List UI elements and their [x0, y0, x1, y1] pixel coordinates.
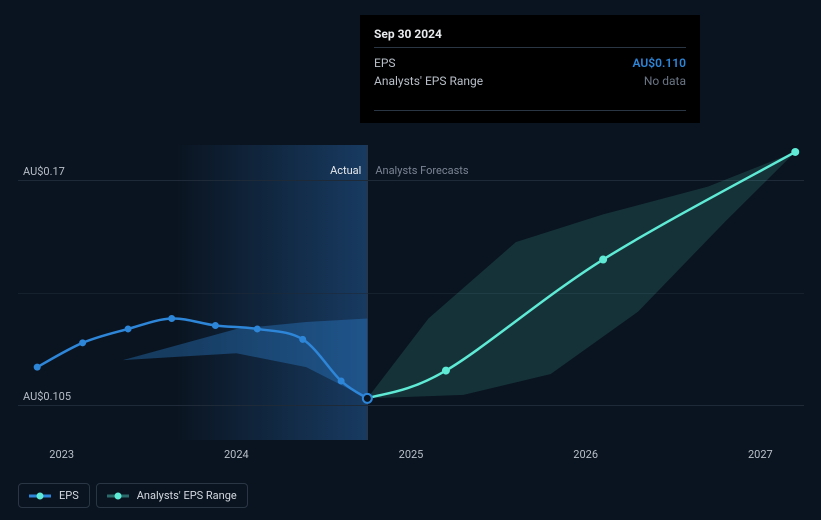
eps-actual-point[interactable] [212, 322, 219, 329]
eps-forecast-point[interactable] [599, 256, 607, 264]
legend-item-label: Analysts' EPS Range [137, 489, 237, 502]
x-tick-label: 2026 [573, 448, 598, 461]
legend-item[interactable]: Analysts' EPS Range [96, 483, 248, 508]
x-axis: 2023 2024 2025 2026 2027 [18, 448, 804, 468]
legend-swatch-icon [107, 491, 129, 501]
tooltip-row-value: No data [644, 74, 686, 88]
tooltip-row-label: EPS [374, 56, 396, 70]
x-tick-label: 2025 [399, 448, 424, 461]
x-tick-label: 2024 [224, 448, 249, 461]
tooltip-rows: EPS AU$0.110 Analysts' EPS Range No data [374, 54, 686, 90]
legend-item[interactable]: EPS [18, 483, 90, 508]
highlight-point[interactable] [363, 394, 372, 403]
legend-item-label: EPS [59, 489, 79, 502]
tooltip-row-value: AU$0.110 [633, 56, 686, 70]
eps-forecast-point[interactable] [791, 148, 799, 156]
x-tick-label: 2023 [49, 448, 74, 461]
tooltip-divider [374, 110, 686, 111]
eps-actual-point[interactable] [299, 336, 306, 343]
eps-actual-point[interactable] [125, 325, 132, 332]
legend-swatch-icon [29, 491, 51, 501]
eps-actual-point[interactable] [168, 315, 175, 322]
tooltip-title: Sep 30 2024 [374, 27, 686, 48]
tooltip: Sep 30 2024 EPS AU$0.110 Analysts' EPS Ran… [360, 15, 700, 123]
x-tick-label: 2027 [748, 448, 773, 461]
eps-actual-point[interactable] [34, 364, 41, 371]
legend: EPS Analysts' EPS Range [18, 483, 248, 508]
eps-actual-point[interactable] [254, 325, 261, 332]
tooltip-row-label: Analysts' EPS Range [374, 74, 483, 88]
actual-range-area [123, 319, 368, 399]
tooltip-row: Analysts' EPS Range No data [374, 72, 686, 90]
tooltip-row: EPS AU$0.110 [374, 54, 686, 72]
eps-actual-point[interactable] [79, 339, 86, 346]
eps-forecast-point[interactable] [442, 367, 450, 375]
eps-actual-point[interactable] [338, 378, 345, 385]
